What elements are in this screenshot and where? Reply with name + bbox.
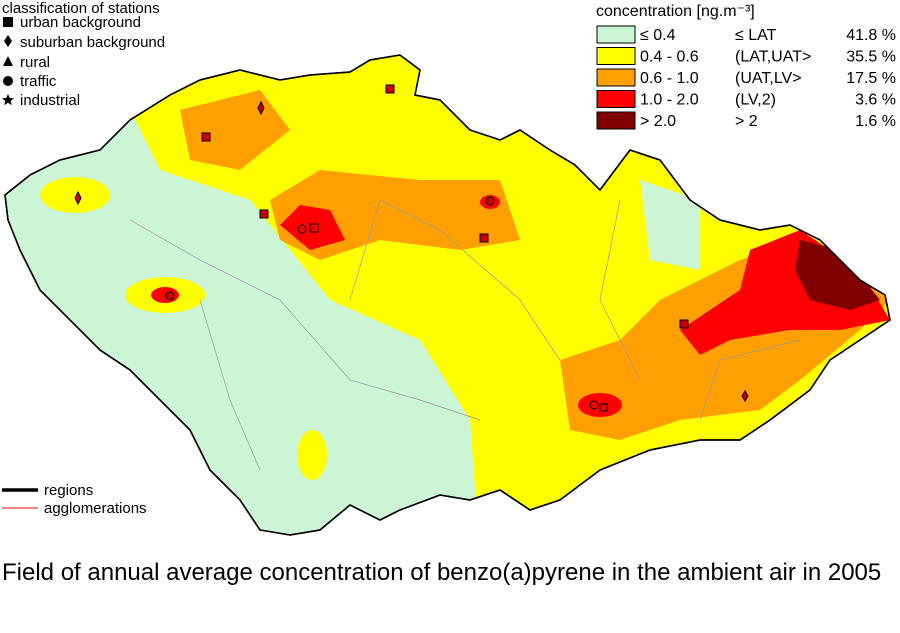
- class-label: (UAT,LV>: [735, 70, 802, 87]
- class-range: ≤ 0.4: [640, 27, 676, 44]
- legend-item: traffic: [20, 73, 57, 90]
- legend-item: regions: [44, 482, 93, 499]
- class-label: (LV,2): [735, 92, 776, 109]
- field-class: [151, 287, 179, 303]
- class-share: 41.8 %: [846, 27, 896, 44]
- caption: Field of annual average concentration of…: [2, 559, 882, 586]
- field-class: [280, 205, 345, 250]
- field-class: [640, 180, 700, 270]
- field-class: [795, 240, 880, 310]
- lines-legend: regions agglomerations: [2, 482, 147, 517]
- legend-swatch: [596, 25, 636, 44]
- class-range: > 2.0: [640, 113, 676, 130]
- class-label: (LAT,UAT>: [735, 49, 811, 66]
- station-markers: [74, 84, 749, 412]
- legend-item: agglomerations: [44, 500, 147, 517]
- district-borders: [129, 199, 801, 471]
- stations-legend: classification of stations urban backgro…: [1, 0, 165, 109]
- legend-title: classification of stations: [2, 0, 160, 17]
- legend-item: suburban background: [20, 34, 165, 51]
- concentration-legend: concentration [ng.m⁻³] ≤ 0.4 ≤ LAT 41.8 % 0…: [596, 3, 896, 130]
- legend-swatch: [596, 90, 636, 108]
- class-share: 3.6 %: [855, 92, 896, 109]
- class-label: ≤ LAT: [735, 27, 777, 44]
- class-share: 17.5 %: [846, 70, 896, 87]
- legend-swatch: [596, 111, 636, 130]
- class-range: 0.6 - 1.0: [640, 70, 699, 87]
- legend-background: [590, 0, 900, 138]
- legend-item: urban background: [20, 14, 141, 31]
- field-class: [40, 177, 110, 213]
- legend-item: rural: [20, 54, 50, 71]
- legend-swatch: [596, 68, 636, 87]
- legend-swatch: [596, 47, 636, 65]
- class-range: 1.0 - 2.0: [640, 92, 699, 109]
- class-range: 0.4 - 0.6: [640, 49, 699, 66]
- legend-title: concentration [ng.m⁻³]: [596, 3, 755, 20]
- legend-item: industrial: [20, 92, 80, 109]
- class-share: 1.6 %: [855, 113, 896, 130]
- field-class: [297, 430, 327, 480]
- country-border: [4, 54, 891, 536]
- class-label: > 2: [735, 113, 758, 130]
- class-share: 35.5 %: [846, 49, 896, 66]
